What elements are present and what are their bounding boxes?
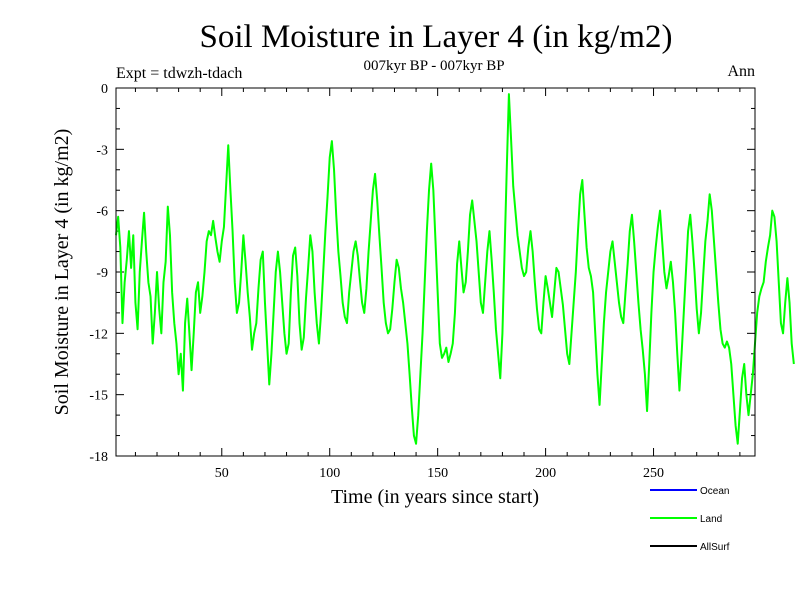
x-axis: 50 100 150 200 250 <box>134 88 741 481</box>
x-tick-label: 200 <box>535 466 556 481</box>
plot-frame <box>115 87 756 457</box>
series-layer <box>115 93 795 445</box>
season-label: Ann <box>727 63 755 80</box>
chart-title: Soil Moisture in Layer 4 (in kg/m2) <box>200 19 673 55</box>
legend-label-land: Land <box>700 514 722 525</box>
x-tick-label: 100 <box>319 466 340 481</box>
y-tick-label: 0 <box>101 82 108 97</box>
legend-label-allsurf: AllSurf <box>700 542 730 553</box>
y-tick-label: -6 <box>96 205 108 220</box>
x-tick-label: 50 <box>215 466 229 481</box>
legend: Ocean Land AllSurf <box>650 486 730 553</box>
y-tick-label: -15 <box>89 389 108 404</box>
x-axis-title: Time (in years since start) <box>331 486 539 508</box>
y-tick-label: -3 <box>96 143 108 158</box>
y-axis: 0 -3 -6 -9 -12 -15 -18 <box>89 82 755 465</box>
experiment-label: Expt = tdwzh-tdach <box>116 65 242 82</box>
x-tick-label: 250 <box>643 466 664 481</box>
chart-subtitle: 007kyr BP - 007kyr BP <box>363 58 504 74</box>
series-line-land <box>115 93 795 445</box>
y-tick-label: -12 <box>89 327 108 342</box>
y-axis-title: Soil Moisture in Layer 4 (in kg/m2) <box>51 129 73 416</box>
legend-label-ocean: Ocean <box>700 486 729 497</box>
x-tick-label: 150 <box>427 466 448 481</box>
y-tick-label: -18 <box>89 450 108 465</box>
y-tick-label: -9 <box>96 266 108 281</box>
